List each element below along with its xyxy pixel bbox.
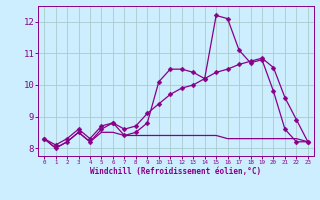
X-axis label: Windchill (Refroidissement éolien,°C): Windchill (Refroidissement éolien,°C) <box>91 167 261 176</box>
